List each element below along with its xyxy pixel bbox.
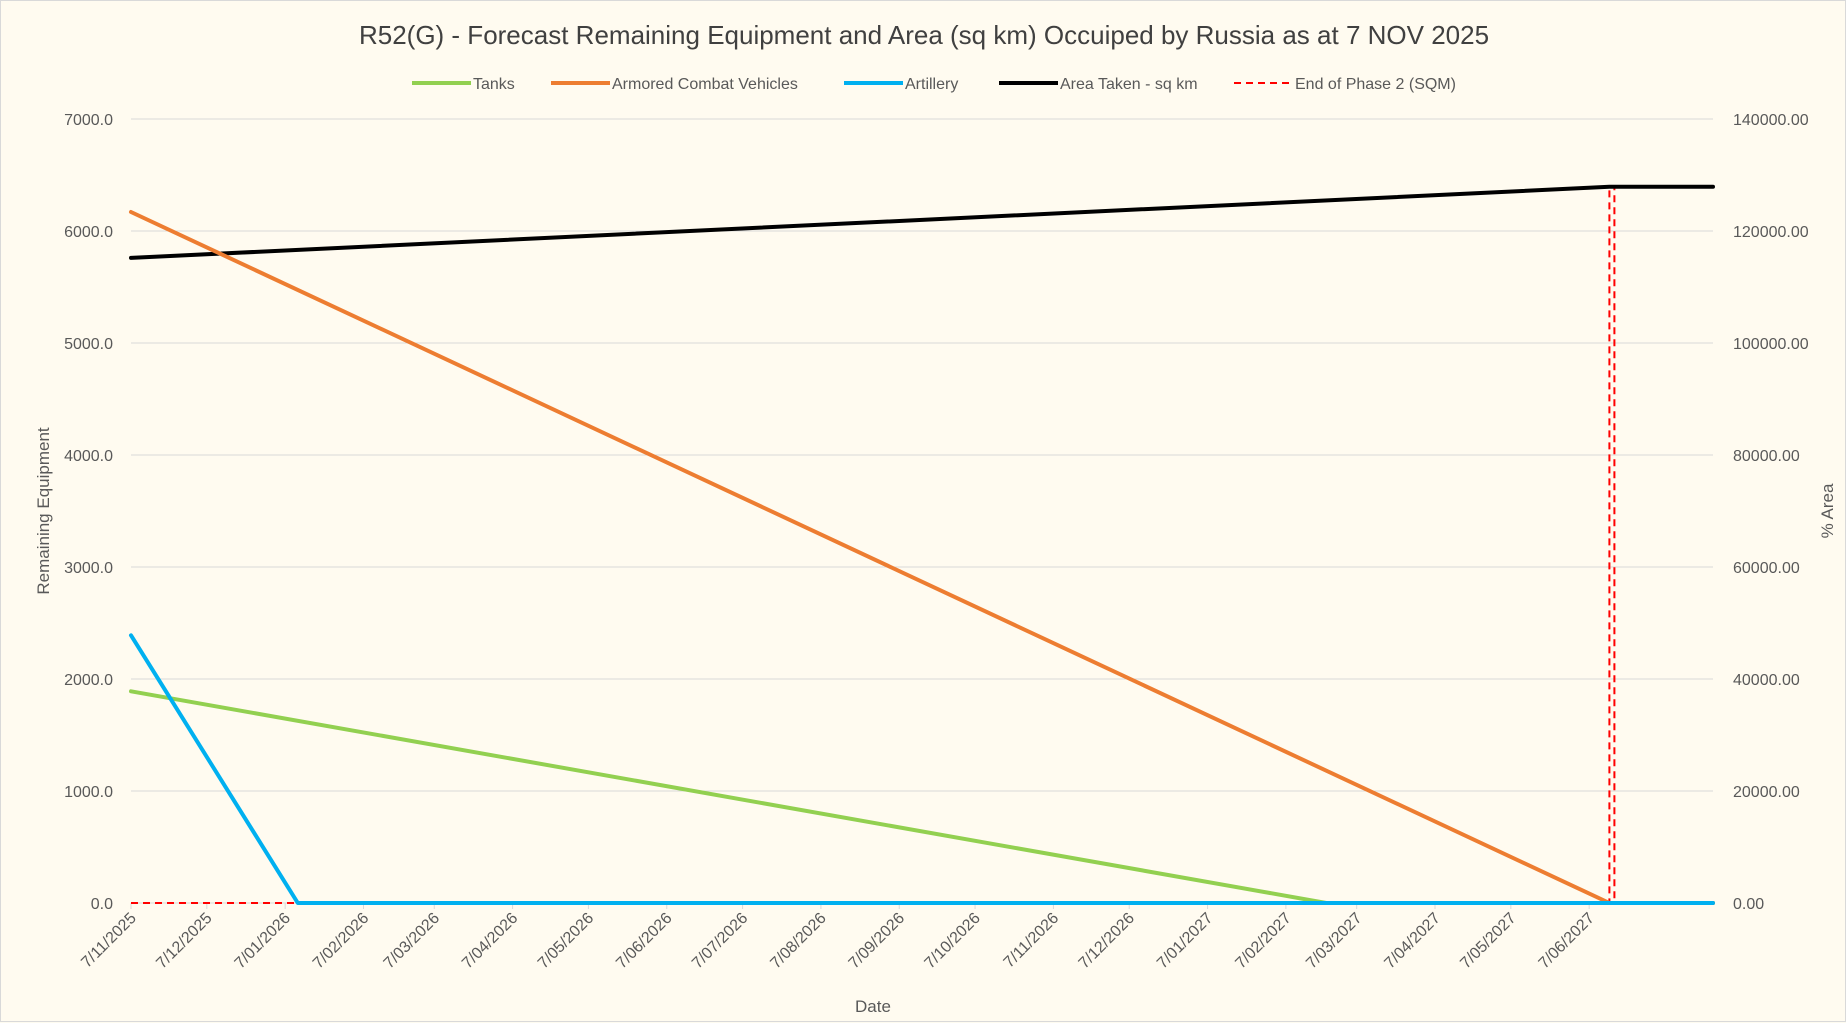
x-tick-label: 7/12/2025 xyxy=(153,910,215,972)
y2-tick-label: 140000.00 xyxy=(1733,112,1809,129)
y2-tick-label: 60000.00 xyxy=(1733,560,1800,577)
y2-tick-label: 20000.00 xyxy=(1733,784,1800,801)
legend-label: End of Phase 2 (SQM) xyxy=(1295,76,1456,93)
x-tick-label: 7/11/2026 xyxy=(1001,910,1063,972)
x-tick-label: 7/03/2027 xyxy=(1303,910,1365,972)
legend-label: Artillery xyxy=(905,76,958,93)
x-tick-label: 7/01/2026 xyxy=(232,910,294,972)
y2-axis-title: % Area xyxy=(1818,483,1837,538)
y-tick-label: 1000.0 xyxy=(64,784,113,801)
x-tick-label: 7/02/2026 xyxy=(310,910,372,972)
legend-label: Tanks xyxy=(473,76,515,93)
x-tick-label: 7/07/2026 xyxy=(689,910,751,972)
y-tick-label: 0.0 xyxy=(91,896,113,913)
legend-label: Area Taken - sq km xyxy=(1060,76,1198,93)
y2-tick-label: 0.00 xyxy=(1733,896,1764,913)
y2-tick-label: 40000.00 xyxy=(1733,672,1800,689)
series-line-area-taken-sq-km xyxy=(129,184,1715,260)
x-tick-label: 7/03/2026 xyxy=(381,910,443,972)
x-tick-label: 7/08/2026 xyxy=(767,910,829,972)
series-line-end-of-phase-2-sqm xyxy=(131,185,1616,904)
x-tick-label: 7/11/2025 xyxy=(78,910,140,972)
y-tick-label: 3000.0 xyxy=(64,560,113,577)
x-tick-label: 7/05/2027 xyxy=(1457,910,1519,972)
series-line-tanks xyxy=(129,689,1715,905)
x-tick-label: 7/05/2026 xyxy=(535,910,597,972)
x-tick-label: 7/01/2027 xyxy=(1154,910,1216,972)
chart-title: R52(G) - Forecast Remaining Equipment an… xyxy=(359,20,1489,50)
x-tick-label: 7/04/2027 xyxy=(1381,910,1443,972)
y-tick-label: 2000.0 xyxy=(64,672,113,689)
x-tick-label: 7/02/2027 xyxy=(1232,910,1294,972)
y-tick-label: 6000.0 xyxy=(64,224,113,241)
x-axis-title: Date xyxy=(855,997,891,1016)
y2-tick-label: 100000.00 xyxy=(1733,336,1809,353)
y-axis-title: Remaining Equipment xyxy=(34,427,53,595)
y-tick-label: 7000.0 xyxy=(64,112,113,129)
legend-label: Armored Combat Vehicles xyxy=(612,76,798,93)
x-tick-label: 7/12/2026 xyxy=(1076,910,1138,972)
y-tick-label: 4000.0 xyxy=(64,448,113,465)
y-tick-label: 5000.0 xyxy=(64,336,113,353)
x-tick-label: 7/06/2027 xyxy=(1536,910,1598,972)
y2-tick-label: 80000.00 xyxy=(1733,448,1800,465)
x-tick-label: 7/10/2026 xyxy=(922,910,984,972)
series-line-artillery xyxy=(129,633,1715,905)
x-tick-label: 7/09/2026 xyxy=(846,910,908,972)
x-tick-label: 7/06/2026 xyxy=(613,910,675,972)
x-tick-label: 7/04/2026 xyxy=(459,910,521,972)
y2-tick-label: 120000.00 xyxy=(1733,224,1809,241)
series-line-armored-combat-vehicles xyxy=(129,210,1715,905)
